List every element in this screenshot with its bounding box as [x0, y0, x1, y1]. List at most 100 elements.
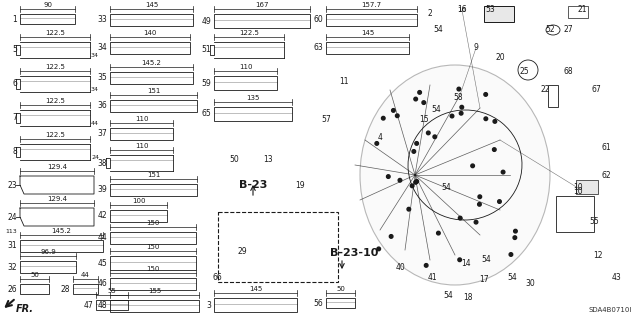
Text: 36: 36 — [97, 101, 107, 110]
Text: 150: 150 — [147, 266, 160, 272]
Circle shape — [460, 111, 463, 115]
Circle shape — [471, 164, 474, 167]
Circle shape — [450, 114, 454, 118]
Text: 24: 24 — [8, 212, 17, 221]
Text: B-23-10: B-23-10 — [330, 248, 378, 258]
Circle shape — [414, 97, 417, 101]
Bar — [20, 14, 75, 24]
Text: FR.: FR. — [16, 304, 34, 314]
Text: 54: 54 — [431, 106, 441, 115]
Text: 6: 6 — [12, 79, 17, 88]
Bar — [110, 100, 197, 112]
Text: 140: 140 — [143, 30, 157, 36]
Text: 5: 5 — [12, 46, 17, 55]
Circle shape — [493, 120, 497, 123]
Circle shape — [493, 148, 496, 152]
Text: 157.7: 157.7 — [362, 2, 381, 8]
Circle shape — [396, 114, 399, 118]
Text: 37: 37 — [97, 130, 107, 138]
Text: 67: 67 — [591, 85, 601, 94]
Circle shape — [389, 235, 393, 238]
Text: 44: 44 — [81, 272, 90, 278]
Text: 57: 57 — [321, 115, 331, 124]
Bar — [110, 128, 173, 140]
Circle shape — [509, 253, 513, 256]
Text: 46: 46 — [97, 279, 107, 288]
Text: 48: 48 — [97, 301, 107, 310]
Bar — [110, 72, 193, 84]
Text: 44: 44 — [97, 234, 107, 242]
Circle shape — [377, 247, 381, 251]
Circle shape — [412, 150, 415, 153]
Text: 10: 10 — [573, 187, 583, 196]
Text: 150: 150 — [147, 220, 160, 226]
Text: 122.5: 122.5 — [45, 98, 65, 104]
Bar — [214, 107, 292, 121]
Bar — [568, 6, 588, 18]
Bar — [110, 232, 196, 244]
Circle shape — [414, 181, 417, 184]
Bar — [110, 42, 190, 54]
Circle shape — [477, 203, 481, 206]
Text: 110: 110 — [135, 116, 148, 122]
Text: 27: 27 — [563, 26, 573, 34]
Ellipse shape — [360, 65, 550, 285]
Text: 54: 54 — [481, 256, 491, 264]
Text: 110: 110 — [135, 143, 148, 149]
Circle shape — [433, 135, 436, 138]
Text: 100: 100 — [132, 198, 145, 204]
Circle shape — [457, 87, 461, 91]
Circle shape — [415, 142, 419, 145]
Text: 10: 10 — [573, 183, 583, 192]
Circle shape — [460, 105, 463, 109]
Bar — [326, 42, 409, 54]
Text: 145: 145 — [145, 2, 158, 8]
Text: 28: 28 — [61, 285, 70, 293]
Text: 34: 34 — [91, 87, 99, 92]
Text: 145.2: 145.2 — [141, 60, 161, 66]
Text: 49: 49 — [201, 17, 211, 26]
Text: 129.4: 129.4 — [47, 196, 67, 202]
Text: 155: 155 — [148, 288, 161, 294]
Text: 34: 34 — [97, 43, 107, 53]
Text: 23: 23 — [8, 181, 17, 189]
Text: 14: 14 — [461, 259, 471, 269]
Circle shape — [398, 178, 402, 182]
Text: 145: 145 — [249, 286, 262, 292]
Bar — [548, 85, 558, 107]
Bar — [326, 298, 355, 308]
Text: 54: 54 — [433, 26, 443, 34]
Bar — [110, 14, 193, 26]
Text: 25: 25 — [519, 68, 529, 77]
Bar — [218, 212, 338, 282]
Text: 3: 3 — [206, 300, 211, 309]
Text: 33: 33 — [97, 16, 107, 25]
Text: 135: 135 — [246, 95, 260, 101]
Circle shape — [426, 131, 430, 135]
Text: 122.5: 122.5 — [239, 30, 259, 36]
Text: 31: 31 — [8, 241, 17, 250]
Text: 40: 40 — [395, 263, 405, 272]
Bar — [20, 284, 49, 294]
Circle shape — [375, 142, 379, 145]
Text: 59: 59 — [201, 78, 211, 87]
Text: 50: 50 — [229, 155, 239, 165]
Text: SDA4B0710I: SDA4B0710I — [589, 307, 632, 313]
Text: 41: 41 — [427, 273, 437, 283]
Text: 96.9: 96.9 — [40, 249, 56, 255]
Text: B-23: B-23 — [239, 180, 267, 190]
Bar — [110, 184, 197, 196]
Text: 38: 38 — [97, 159, 107, 167]
Circle shape — [415, 180, 419, 183]
Text: 13: 13 — [263, 155, 273, 165]
Text: 29: 29 — [237, 248, 247, 256]
Text: 30: 30 — [525, 279, 535, 288]
Text: 66: 66 — [212, 273, 222, 283]
Circle shape — [422, 101, 426, 104]
Text: 20: 20 — [495, 54, 505, 63]
Text: 145.2: 145.2 — [52, 228, 72, 234]
Text: 56: 56 — [313, 299, 323, 308]
Text: 15: 15 — [419, 115, 429, 124]
Circle shape — [484, 93, 488, 96]
Text: 12: 12 — [593, 251, 603, 261]
